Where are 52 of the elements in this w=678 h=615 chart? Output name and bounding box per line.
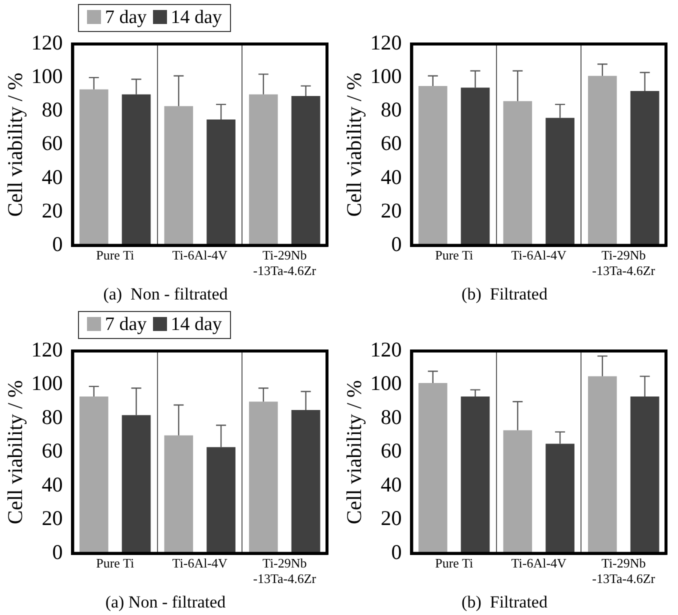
text: (a) Non - filtrated xyxy=(105,592,226,612)
y-axis-title: Cell viability / % xyxy=(3,380,28,524)
x-tick-label: Pure Ti xyxy=(96,556,134,571)
y-axis-title: Cell viability / % xyxy=(342,380,366,524)
y-tick-label: 20 xyxy=(380,198,402,222)
text: (a) Non - filtrated xyxy=(103,284,228,304)
x-tick-label: Pure Ti xyxy=(96,248,134,263)
y-tick-label: 20 xyxy=(380,506,402,530)
x-tick-label: Ti-6Al-4V xyxy=(172,556,228,571)
text: (b) Filtrated xyxy=(462,284,548,304)
y-axis-title: Cell viability / % xyxy=(342,72,366,217)
y-tick-label: 80 xyxy=(42,404,63,429)
x-tick-label: Pure Ti xyxy=(435,248,474,263)
x-tick-label: Ti-6Al-4V xyxy=(511,556,568,571)
y-tick-label: 40 xyxy=(380,164,402,189)
y-tick-label: 120 xyxy=(370,30,402,55)
legend-label: 7 day xyxy=(105,7,147,28)
y-tick-label: 100 xyxy=(31,371,63,396)
y-tick-label: 20 xyxy=(42,506,63,530)
text: (b) Filtrated xyxy=(462,592,548,612)
y-tick-label: 120 xyxy=(31,338,63,362)
legend-label: 7 day xyxy=(105,314,147,335)
y-tick-label: 0 xyxy=(52,232,63,256)
x-tick-label: Ti-29Nb -13Ta-4.6Zr xyxy=(592,248,656,278)
y-tick-label: 40 xyxy=(380,472,402,496)
y-tick-label: 60 xyxy=(380,131,402,156)
x-tick-label: Ti-6Al-4V xyxy=(511,248,568,263)
y-tick-label: 0 xyxy=(391,540,402,564)
legend-label: 14 day xyxy=(170,7,222,28)
y-tick-label: 0 xyxy=(391,232,402,256)
x-tick-label: Ti-29Nb -13Ta-4.6Zr xyxy=(253,248,317,278)
x-tick-label: Pure Ti xyxy=(435,556,474,571)
y-tick-label: 0 xyxy=(52,540,63,564)
y-tick-label: 60 xyxy=(42,438,63,463)
x-tick-label: Ti-29Nb -13Ta-4.6Zr xyxy=(253,556,317,586)
y-tick-label: 60 xyxy=(42,131,63,156)
legend-label: 14 day xyxy=(170,314,222,335)
y-tick-label: 100 xyxy=(31,64,63,88)
y-axis-title: Cell viability / % xyxy=(3,72,28,217)
y-tick-label: 40 xyxy=(42,164,63,189)
y-tick-label: 100 xyxy=(370,64,402,88)
x-tick-label: Ti-29Nb -13Ta-4.6Zr xyxy=(592,556,656,586)
y-tick-label: 20 xyxy=(42,198,63,222)
y-tick-label: 100 xyxy=(370,371,402,396)
y-tick-label: 120 xyxy=(31,30,63,55)
y-tick-label: 80 xyxy=(380,404,402,429)
x-tick-label: Ti-6Al-4V xyxy=(172,248,228,263)
y-tick-label: 80 xyxy=(42,98,63,122)
y-tick-label: 60 xyxy=(380,438,402,463)
y-tick-label: 80 xyxy=(380,98,402,122)
y-tick-label: 40 xyxy=(42,472,63,496)
y-tick-label: 120 xyxy=(370,338,402,362)
